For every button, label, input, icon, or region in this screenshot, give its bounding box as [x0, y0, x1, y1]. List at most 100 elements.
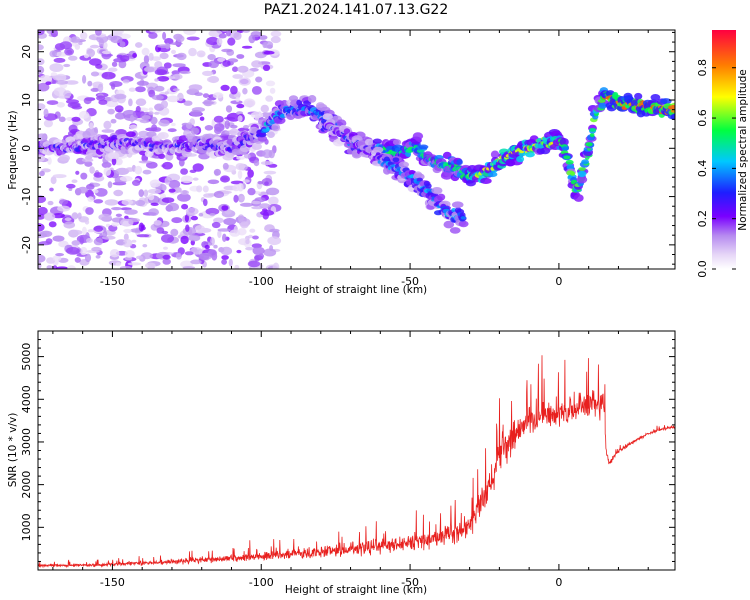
spectrogram-cell	[163, 246, 168, 250]
spectrogram-cell	[257, 135, 267, 142]
spectrogram-cell	[70, 36, 81, 44]
spectrogram-cell	[207, 249, 218, 258]
spectrogram-cell	[141, 115, 151, 120]
spectrogram-cell	[192, 163, 204, 172]
spectrogram-cell	[63, 90, 72, 98]
spectrogram-cell	[202, 93, 210, 98]
spectrogram-cell	[269, 228, 280, 233]
spectrogram-cell	[161, 197, 175, 204]
spectrogram-cell	[160, 100, 168, 109]
spectrogram-cell	[670, 104, 675, 110]
colorbar-tick-label: 0.0	[696, 260, 709, 278]
spectrogram-cell	[192, 177, 199, 181]
spectrogram-cell	[167, 202, 180, 212]
spectrogram-cell	[244, 100, 255, 107]
spectrogram-cell	[209, 213, 216, 217]
spectrogram-cell	[214, 127, 222, 135]
spectrogram-cell	[207, 97, 217, 101]
spectrogram-cell	[79, 236, 84, 245]
spectrogram-cell	[81, 226, 87, 235]
spectrogram-cell	[243, 125, 250, 129]
spectrogram-cell	[183, 30, 197, 36]
figure-title: PAZ1.2024.141.07.13.G22	[264, 2, 449, 18]
spectrogram-cell	[431, 187, 443, 195]
spectrogram-cell	[147, 188, 162, 194]
spectrogram-cell	[175, 35, 185, 43]
spectrogram-cell	[102, 230, 108, 238]
spectrogram-cell	[213, 217, 224, 224]
spectrogram-cell	[237, 66, 246, 73]
spectrogram-cell	[52, 235, 65, 242]
spectrogram-cell	[161, 230, 169, 235]
spectrogram-cell	[115, 262, 122, 267]
spectrogram-cell	[577, 170, 587, 178]
spectrogram-cell	[151, 124, 158, 131]
spectrogram-cell	[86, 238, 93, 243]
spectrogram-cell	[50, 72, 58, 77]
spectrogram-cell	[221, 48, 233, 53]
y-tick-label: 2000	[20, 471, 33, 499]
spectrogram-cell	[232, 74, 244, 79]
spectrogram-cell	[146, 161, 158, 169]
spectrogram-cell	[265, 95, 274, 102]
spectrogram-cell	[230, 85, 238, 95]
spectrogram-cell	[392, 157, 400, 163]
spectrogram-cell	[142, 169, 152, 175]
spectrogram-cell	[236, 249, 242, 254]
spectrogram-cell	[207, 179, 220, 185]
spectrogram-cell	[93, 237, 104, 246]
spectrogram-cell	[79, 246, 88, 256]
spectrogram-cell	[144, 66, 158, 73]
spectrogram-cell	[213, 115, 224, 123]
spectrogram-cell	[123, 233, 129, 241]
spectrogram-x-label: Height of straight line (km)	[285, 284, 427, 296]
spectrogram-cell	[203, 193, 215, 198]
spectrogram-cell	[125, 167, 135, 172]
spectrogram-cell	[93, 199, 104, 204]
spectrogram-cell	[213, 244, 218, 249]
spectrogram-cell	[135, 98, 147, 106]
spectrogram-cell	[225, 30, 232, 37]
colorbar-gradient	[712, 30, 736, 269]
spectrogram-cell	[233, 225, 238, 234]
spectrogram-cell	[148, 193, 155, 201]
spectrogram-cell	[113, 189, 124, 197]
spectrogram-cell	[196, 185, 203, 193]
spectrogram-cell	[561, 146, 569, 151]
spectrogram-cell	[132, 179, 141, 186]
spectrogram-cell	[576, 176, 588, 184]
spectrogram-cell	[101, 129, 115, 133]
spectrogram-cell	[181, 203, 189, 210]
spectrogram-cell	[254, 113, 260, 122]
spectrogram-cell	[248, 34, 256, 44]
spectrogram-cell	[120, 55, 130, 62]
spectrogram-cell	[38, 65, 45, 75]
spectrogram-cell	[45, 81, 52, 85]
spectrogram-cell	[180, 190, 190, 195]
spectrogram-cell	[39, 75, 52, 83]
spectrogram-cell	[114, 93, 127, 100]
spectrogram-cell	[143, 189, 149, 197]
spectrogram-cell	[110, 118, 117, 124]
spectrogram-cell	[239, 195, 245, 201]
spectrogram-cell	[220, 246, 233, 256]
spectrogram-cell	[194, 225, 206, 234]
spectrogram-cell	[97, 83, 104, 93]
spectrogram-cell	[202, 70, 214, 76]
spectrogram-cell	[163, 62, 172, 69]
spectrogram-cell	[47, 200, 54, 206]
colorbar-ticks: 0.0 0.2 0.4 0.6 0.8	[696, 59, 736, 278]
x-tick-label: -150	[100, 576, 125, 589]
spectrogram-cell	[141, 252, 153, 260]
x-tick-label: -50	[401, 275, 419, 288]
spectrogram-cell	[129, 114, 135, 123]
spectrogram-cell	[221, 205, 229, 211]
spectrogram-cell	[82, 130, 91, 139]
spectrogram-cell	[87, 229, 95, 233]
spectrogram-cell	[84, 53, 89, 59]
spectrogram-cell	[251, 86, 262, 95]
spectrogram-cell	[205, 207, 220, 216]
spectrogram-cell	[58, 116, 66, 123]
spectrogram-cell	[135, 199, 146, 207]
spectrogram-cell	[85, 207, 94, 215]
